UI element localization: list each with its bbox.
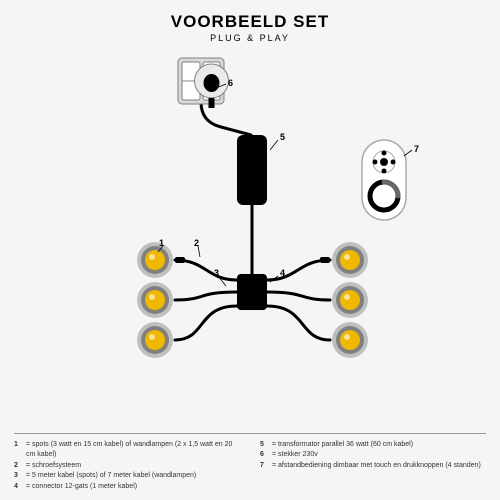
legend-col-right: 5 = transformator parallel 36 watt (60 cm… [260,440,486,493]
legend-row: 2 = schroefsysteem [14,461,240,472]
legend-num: 2 [14,461,22,472]
legend-text: = spots (3 watt en 15 cm kabel) of wandl… [26,440,240,461]
legend-row: 7 = afstandbediening dimbaar met touch en… [260,461,486,472]
legend-text: = stekker 230v [272,450,318,461]
callout-7: 7 [414,144,419,154]
legend-num: 7 [260,461,268,472]
wiring-diagram [0,0,500,500]
legend-text: = afstandbediening dimbaar met touch en … [272,461,481,472]
legend-num: 6 [260,450,268,461]
callout-1: 1 [159,238,164,248]
legend-text: = transformator parallel 36 watt (60 cm … [272,440,413,451]
callout-3: 3 [214,268,219,278]
callout-4: 4 [280,268,285,278]
legend-row: 6 = stekker 230v [260,450,486,461]
callout-2: 2 [194,238,199,248]
legend-text: = schroefsysteem [26,461,81,472]
legend-num: 4 [14,482,22,493]
legend: 1= spots (3 watt en 15 cm kabel) of wand… [14,433,486,493]
legend-col-left: 1= spots (3 watt en 15 cm kabel) of wand… [14,440,240,493]
legend-row: 1= spots (3 watt en 15 cm kabel) of wand… [14,440,240,461]
callout-6: 6 [228,78,233,88]
legend-text: = 5 meter kabel (spots) of 7 meter kabel… [26,471,196,482]
legend-row: 5 = transformator parallel 36 watt (60 cm… [260,440,486,451]
legend-row: 3 = 5 meter kabel (spots) of 7 meter kabe… [14,471,240,482]
legend-text: = connector 12-gats (1 meter kabel) [26,482,137,493]
legend-num: 1 [14,440,22,461]
legend-row: 4 = connector 12-gats (1 meter kabel) [14,482,240,493]
callout-5: 5 [280,132,285,142]
legend-num: 5 [260,440,268,451]
legend-num: 3 [14,471,22,482]
